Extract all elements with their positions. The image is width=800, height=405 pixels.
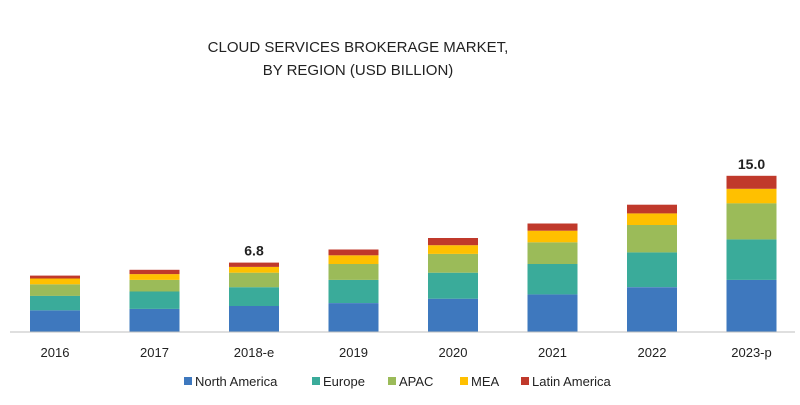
bar-segment-2021-latin-america (527, 223, 578, 231)
bar-segment-2016-mea (30, 278, 80, 285)
legend-label-europe: Europe (323, 374, 365, 389)
bar-segment-2023-p-latin-america (726, 175, 777, 189)
chart-title: CLOUD SERVICES BROKERAGE MARKET, BY REGI… (208, 39, 509, 79)
x-tick-label-2017: 2017 (140, 345, 169, 360)
chart-title-line-2: BY REGION (USD BILLION) (263, 62, 454, 79)
bar-segment-2019-north-america (328, 303, 379, 332)
legend-label-north-america: North America (195, 374, 278, 389)
chart-title-line-1: CLOUD SERVICES BROKERAGE MARKET, (208, 39, 509, 56)
bar-segment-2022-mea (627, 213, 677, 225)
bar-segment-2016-apac (30, 284, 80, 296)
bar-segment-2022-europe (627, 252, 677, 288)
bar-segment-2020-mea (428, 245, 478, 254)
x-tick-label-2022: 2022 (638, 345, 667, 360)
bar-segment-2016-europe (30, 295, 80, 311)
legend-item-latin-america: Latin America (521, 374, 612, 389)
x-tick-label-2016: 2016 (41, 345, 70, 360)
data-label-2018-e: 6.8 (244, 243, 264, 259)
bar-segment-2021-north-america (527, 294, 578, 332)
bar-segment-2019-europe (328, 279, 379, 303)
x-tick-label-2023-p: 2023-p (731, 345, 771, 360)
legend-swatch-mea (460, 377, 468, 385)
x-tick-label-2020: 2020 (439, 345, 468, 360)
bar-segment-2017-north-america (129, 308, 180, 332)
legend: North America Europe APAC MEA Latin America (184, 374, 612, 389)
bar-segment-2022-north-america (627, 287, 677, 332)
bar-segment-2017-europe (129, 291, 180, 309)
bar-segment-2023-p-north-america (726, 279, 777, 332)
bar-segment-2018-e-apac (229, 272, 279, 288)
legend-label-apac: APAC (399, 374, 433, 389)
bar-segment-2020-north-america (428, 298, 478, 332)
bar-segment-2023-p-europe (726, 239, 777, 280)
bars (30, 175, 777, 332)
bar-segment-2023-p-apac (726, 203, 777, 240)
bar-segment-2017-mea (129, 274, 180, 280)
bar-segment-2022-latin-america (627, 204, 677, 214)
x-tick-label-2021: 2021 (538, 345, 567, 360)
x-axis-tick-labels: 2016 2017 2018-e 2019 2020 2021 2022 2023-p (41, 345, 772, 360)
bar-segment-2017-apac (129, 279, 180, 292)
bar-segment-2019-mea (328, 255, 379, 264)
legend-swatch-latin-america (521, 377, 529, 385)
bar-segment-2019-latin-america (328, 249, 379, 256)
bar-segment-2016-latin-america (30, 275, 80, 279)
data-labels: 6.8 15.0 (244, 156, 765, 259)
legend-label-mea: MEA (471, 374, 500, 389)
bar-segment-2018-e-mea (229, 266, 279, 273)
bar-segment-2018-e-latin-america (229, 262, 279, 267)
legend-item-europe: Europe (312, 374, 365, 389)
x-tick-label-2019: 2019 (339, 345, 368, 360)
data-label-2023-p: 15.0 (738, 156, 765, 172)
legend-swatch-north-america (184, 377, 192, 385)
legend-label-latin-america: Latin America (532, 374, 612, 389)
bar-segment-2018-e-north-america (229, 306, 279, 332)
bar-segment-2021-mea (527, 230, 578, 243)
legend-swatch-europe (312, 377, 320, 385)
bar-segment-2021-europe (527, 264, 578, 295)
legend-item-mea: MEA (460, 374, 500, 389)
bar-segment-2017-latin-america (129, 269, 180, 275)
bar-segment-2016-north-america (30, 310, 80, 332)
bar-segment-2020-latin-america (428, 238, 478, 246)
bar-segment-2022-apac (627, 224, 677, 253)
bar-segment-2020-europe (428, 272, 478, 299)
legend-item-north-america: North America (184, 374, 278, 389)
bar-segment-2021-apac (527, 242, 578, 264)
bar-segment-2019-apac (328, 264, 379, 280)
bar-segment-2020-apac (428, 253, 478, 273)
legend-swatch-apac (388, 377, 396, 385)
x-tick-label-2018-e: 2018-e (234, 345, 274, 360)
bar-segment-2023-p-mea (726, 188, 777, 204)
legend-item-apac: APAC (388, 374, 433, 389)
bar-segment-2018-e-europe (229, 287, 279, 306)
